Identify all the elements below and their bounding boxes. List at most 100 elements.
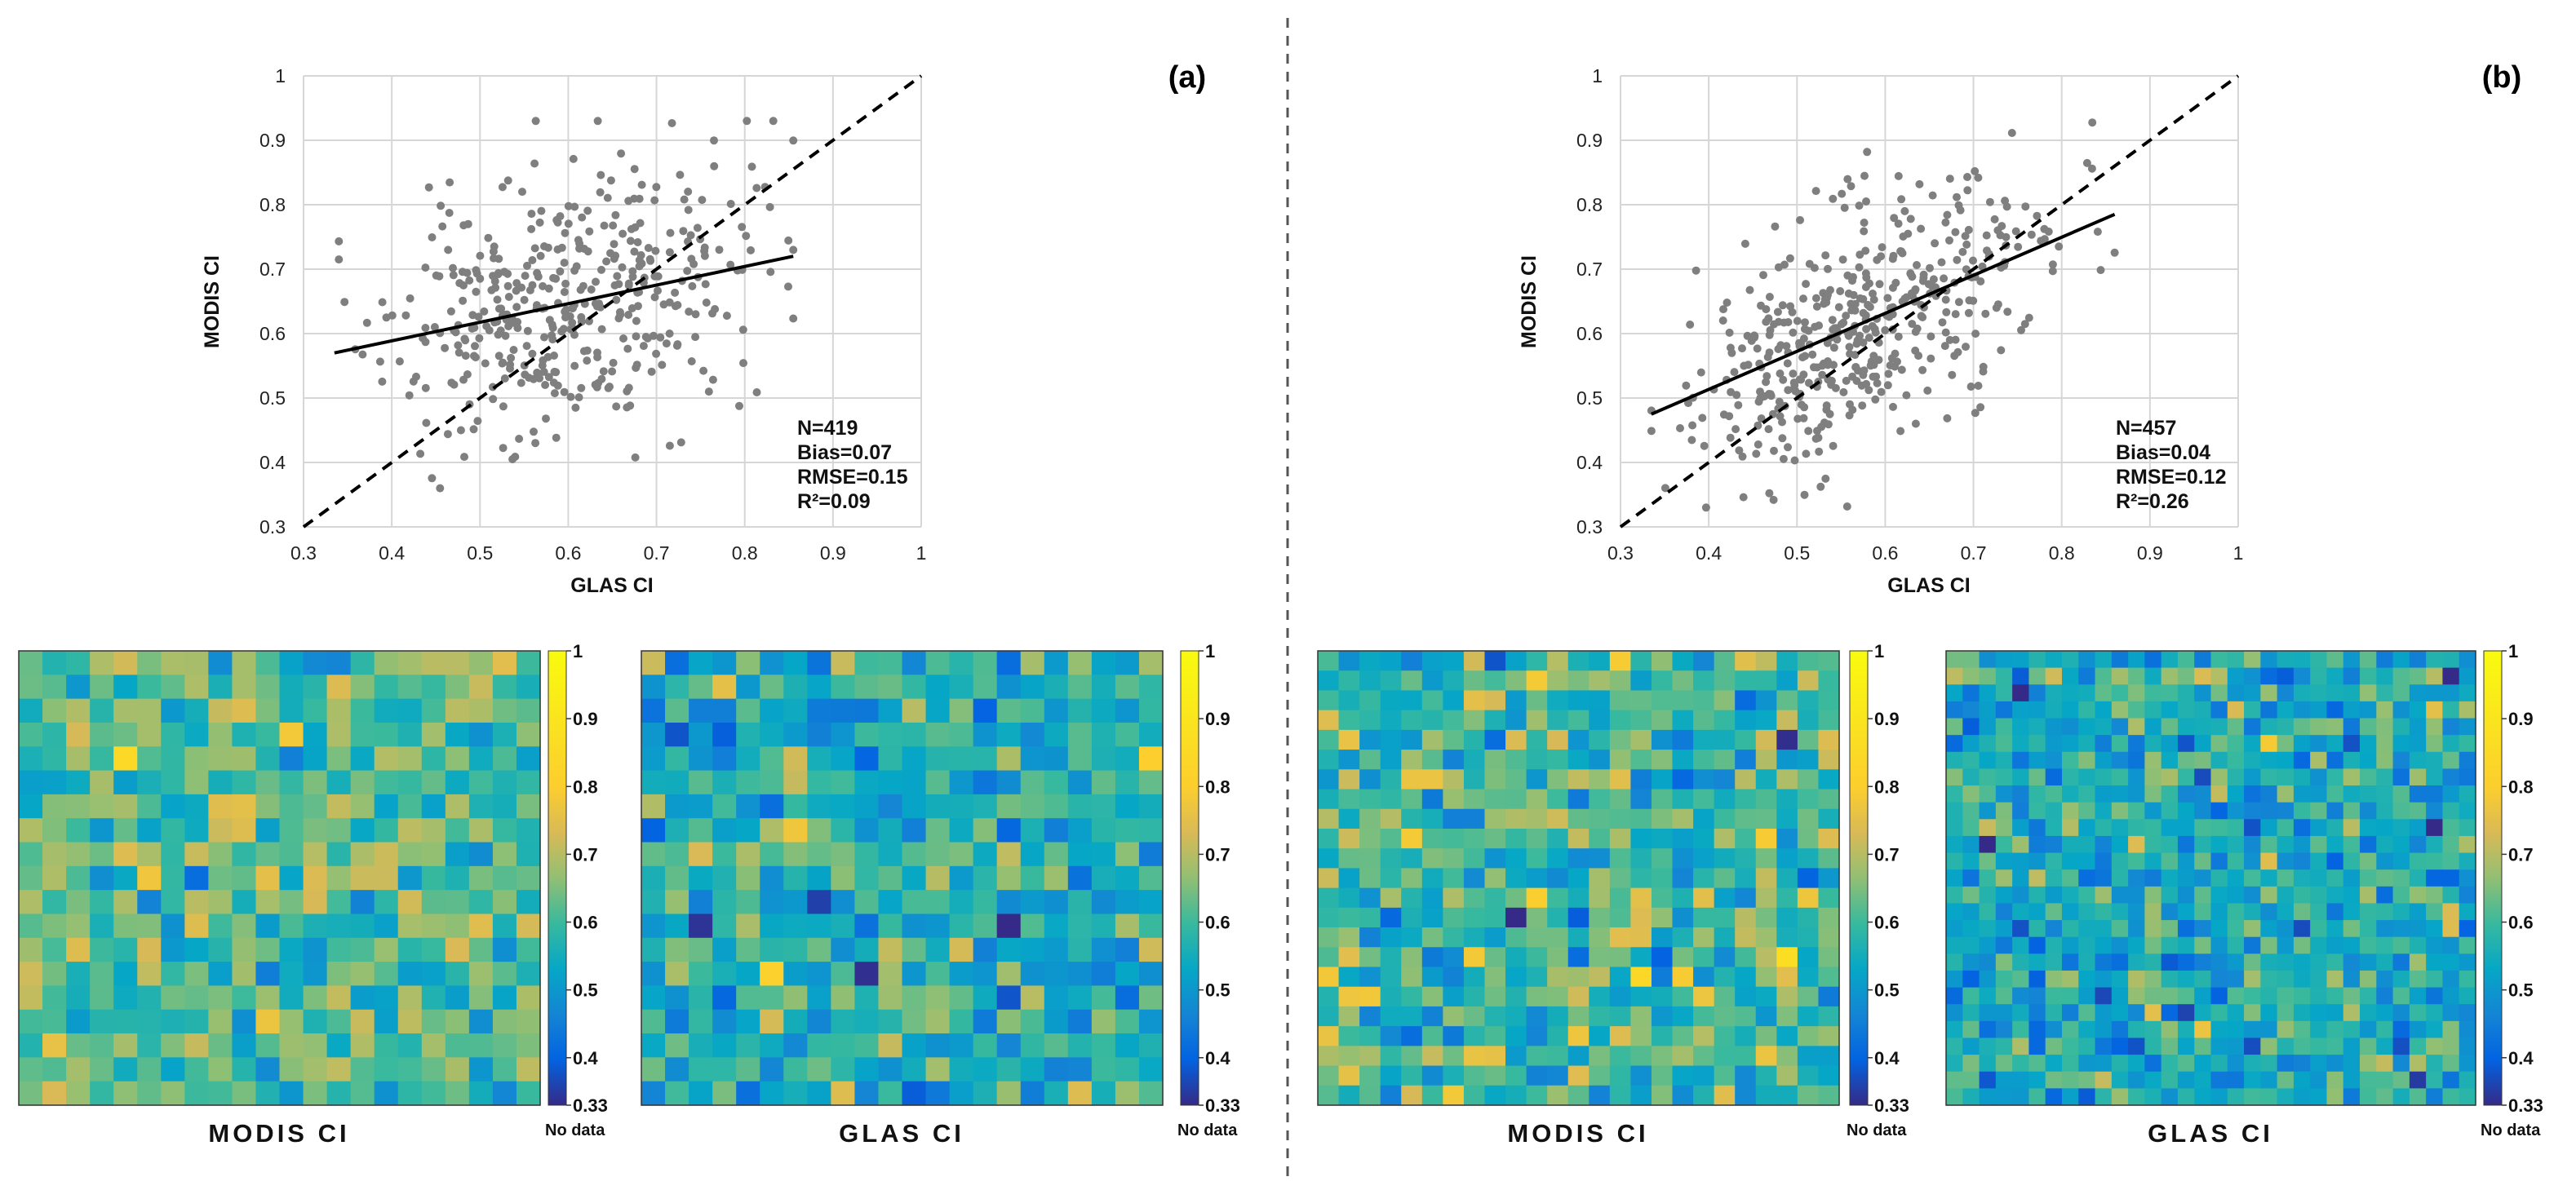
heatmap-cell xyxy=(1995,1071,2013,1089)
heatmap-cell xyxy=(492,1009,517,1034)
heatmap-cell xyxy=(184,842,209,867)
heatmap-cell xyxy=(1589,690,1611,711)
heatmap-cell xyxy=(492,770,517,795)
heatmap-cell xyxy=(113,890,138,915)
heatmap-cell xyxy=(831,1057,856,1082)
heatmap-cell xyxy=(1380,690,1402,711)
heatmap-cell xyxy=(2028,1055,2046,1073)
heatmap-cell xyxy=(2078,718,2096,736)
heatmap-cell xyxy=(1651,651,1674,671)
heatmap-cell xyxy=(2442,768,2460,786)
scatter-point xyxy=(1822,298,1831,307)
scatter-point xyxy=(1838,189,1847,198)
heatmap-cell xyxy=(1693,947,1715,968)
heatmap-cell xyxy=(516,770,541,795)
heatmap-cell xyxy=(421,746,446,772)
scatter-point xyxy=(1813,427,1821,436)
heatmap-cell xyxy=(350,1057,375,1082)
heatmap-cell xyxy=(736,746,760,772)
scatter-point xyxy=(1752,449,1761,458)
heatmap-cell xyxy=(2227,684,2245,702)
heatmap-cell xyxy=(2078,852,2096,870)
colorbar-tick-label: 0.7 xyxy=(1205,844,1230,865)
heatmap-cell xyxy=(2061,735,2079,753)
scatter-point xyxy=(2110,248,2119,257)
heatmap-cell xyxy=(2194,802,2212,820)
heatmap-cell xyxy=(232,1009,257,1034)
heatmap-cell xyxy=(689,794,713,819)
heatmap-cell xyxy=(2210,1055,2228,1073)
heatmap-cell xyxy=(2144,886,2162,905)
heatmap-cell xyxy=(2161,684,2179,702)
heatmap-cell xyxy=(2012,651,2030,669)
heatmap-cell xyxy=(137,842,162,867)
heatmap-cell xyxy=(1651,927,1674,948)
heatmap-cell xyxy=(1962,852,1980,870)
heatmap-cell xyxy=(1797,927,1820,948)
heatmap-cell xyxy=(1609,1065,1631,1086)
heatmap-cell xyxy=(2459,903,2476,921)
heatmap-cell xyxy=(1651,967,1674,988)
scatter-point xyxy=(468,324,477,333)
heatmap-cell xyxy=(42,818,67,843)
heatmap-cell xyxy=(1338,947,1360,968)
heatmap-cell xyxy=(973,937,998,962)
heatmap-cell xyxy=(2260,718,2278,736)
heatmap-cell xyxy=(468,794,494,819)
heatmap-cell xyxy=(2392,936,2410,954)
heatmap-cell xyxy=(2376,701,2394,719)
heatmap-cell xyxy=(2194,1071,2212,1089)
heatmap-cell xyxy=(397,698,423,723)
scatter-point xyxy=(559,325,568,334)
heatmap-cell xyxy=(66,865,91,891)
heatmap-cell xyxy=(2095,735,2113,753)
heatmap-cell xyxy=(1318,1006,1340,1027)
heatmap-cell xyxy=(1609,789,1631,810)
heatmap-cell xyxy=(1818,907,1840,928)
scatter-point xyxy=(651,246,660,255)
heatmap-cell xyxy=(184,794,209,819)
scatter-point xyxy=(1992,303,2001,312)
heatmap-cell xyxy=(2343,785,2361,803)
scatter-point xyxy=(553,381,562,390)
heatmap-cell xyxy=(783,1033,808,1058)
colorbar xyxy=(1849,650,1869,1106)
heatmap-cell xyxy=(90,651,114,675)
scatter-point xyxy=(1858,401,1867,410)
heatmap-cell xyxy=(1067,985,1093,1011)
heatmap-cell xyxy=(2426,785,2444,803)
heatmap-cell xyxy=(2012,1055,2030,1073)
heatmap-cell xyxy=(996,818,1022,843)
scatter-point xyxy=(1847,299,1856,308)
heatmap-cell xyxy=(736,962,760,987)
heatmap-cell xyxy=(1421,967,1443,988)
heatmap-cell xyxy=(1359,868,1381,889)
scatter-point xyxy=(597,325,606,334)
heatmap-cell xyxy=(1630,907,1652,928)
scatter-point xyxy=(539,356,548,365)
heatmap-cell xyxy=(1776,887,1798,909)
heatmap-cell xyxy=(1547,808,1569,829)
scatter-point xyxy=(1942,307,1951,316)
heatmap-cell xyxy=(2177,735,2195,753)
heatmap-cell xyxy=(1091,698,1116,723)
heatmap-cell xyxy=(1505,789,1527,810)
heatmap-cell xyxy=(516,698,541,723)
heatmap-cell xyxy=(1138,1057,1164,1082)
scatter-point xyxy=(1941,328,1950,337)
heatmap-cell xyxy=(1735,947,1757,968)
heatmap-cell xyxy=(208,937,233,962)
heatmap-cell xyxy=(1818,808,1840,829)
heatmap-cell xyxy=(1979,953,1997,971)
heatmap-cell xyxy=(90,770,114,795)
heatmap-cell xyxy=(2144,667,2162,685)
heatmap-cell xyxy=(2194,701,2212,719)
heatmap-cell xyxy=(2409,920,2427,938)
heatmap-cell xyxy=(2078,768,2096,786)
heatmap-cell xyxy=(113,651,138,675)
heatmap-cell xyxy=(2343,920,2361,938)
scatter-point xyxy=(1945,175,1954,184)
heatmap-cell xyxy=(1338,828,1360,849)
heatmap-cell xyxy=(374,770,399,795)
heatmap-cell xyxy=(208,865,233,891)
